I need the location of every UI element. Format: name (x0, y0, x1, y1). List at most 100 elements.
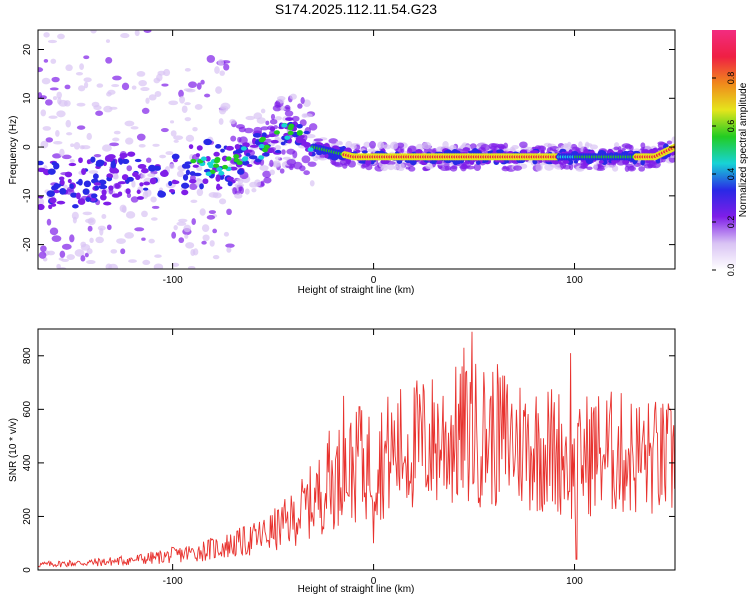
spectrogram-cell (130, 196, 139, 203)
colorbar-tick-label: 0.6 (726, 120, 736, 133)
spectrogram-cell (130, 126, 139, 130)
spectrogram-cell (220, 148, 225, 153)
spectrogram-cell (245, 152, 251, 157)
spectrogram-cell (79, 145, 85, 150)
spectrogram-cell (270, 139, 279, 144)
spectrogram-cell (358, 160, 368, 164)
spectrogram-cell (84, 252, 89, 258)
snr-y-axis-label: SNR (10 * v/v) (8, 418, 19, 482)
spectrogram-cell (284, 105, 291, 110)
spectrogram-cell (56, 200, 66, 205)
spectrogram-cell (671, 136, 675, 144)
spectrogram-cell (302, 142, 311, 148)
spectrogram-cell (279, 168, 285, 174)
spectrogram-cell (101, 214, 107, 219)
spectrogram-cell (302, 99, 311, 108)
spectrogram-cell (259, 136, 266, 142)
spectrogram-cell (46, 190, 55, 198)
spectrogram-cell (274, 149, 282, 154)
spectrogram-cell (226, 208, 232, 216)
spectrogram-cell (223, 63, 230, 71)
spectrogram-cell (205, 155, 211, 162)
spectrogram-cell (189, 179, 197, 184)
spectrogram-cell (90, 30, 97, 34)
spectrogram-cell (64, 84, 71, 90)
spectrogram-cell (200, 156, 207, 161)
spectrogram-cell (382, 144, 392, 150)
spectrogram-cell (192, 126, 198, 132)
spectrogram-cell (93, 105, 102, 111)
spectrogram-cell (190, 158, 197, 164)
spectrogram-cell (284, 135, 291, 140)
spectrogram-cell (141, 107, 150, 114)
spectrogram-cell (398, 163, 405, 169)
spectrogram-cell (245, 115, 256, 121)
spectrogram-cell (202, 178, 209, 185)
spectrogram-cell (133, 270, 139, 277)
spectrogram-cell (112, 137, 120, 142)
spectrogram-cell (124, 232, 135, 239)
spectrogram-cell (126, 165, 133, 172)
spectrogram-cell (59, 148, 65, 157)
spectrogram-cell (292, 150, 298, 159)
spectrogram-cell (184, 117, 192, 122)
spectrogram-cell (260, 108, 266, 114)
spectrogram-cell (297, 103, 303, 109)
spectrogram-cell (119, 152, 128, 158)
spectrogram-cell (92, 173, 99, 180)
spectrogram-cell (274, 101, 281, 108)
y-tick-label: 600 (22, 401, 33, 418)
spectrogram-cell (274, 156, 281, 161)
spectrogram-cell (77, 85, 86, 92)
spectrogram-cell (296, 130, 303, 135)
spectrogram-cell (65, 64, 73, 72)
spectrogram-cell (246, 163, 253, 168)
spectrogram-cell (142, 190, 149, 199)
spectrogram-cell (207, 161, 214, 167)
spectrogram-cell (219, 175, 225, 180)
spectrogram-cell (118, 158, 123, 165)
spectrogram-cell (611, 165, 619, 172)
spectrogram-cell (124, 120, 135, 127)
spectrogram-cell (79, 63, 84, 71)
spectrogram-cell (97, 225, 106, 231)
spectrogram-cell (168, 180, 173, 186)
spectrogram-cell (67, 178, 72, 184)
colorbar-tick-label: 0.2 (726, 216, 736, 229)
spectrogram-cell (173, 224, 178, 231)
spectrogram-cell (544, 163, 554, 171)
spectrogram-cell (178, 89, 184, 98)
spectrogram-cell (307, 161, 317, 167)
spectrogram-cell (225, 156, 232, 161)
spectrogram-cell (227, 181, 233, 187)
spectrogram-cell (262, 147, 269, 153)
spectrogram-cell (205, 171, 212, 177)
spectrogram-cell (138, 143, 146, 148)
x-tick-label: 100 (566, 576, 583, 587)
y-tick-label: -10 (22, 188, 33, 203)
spectrogram-cell (350, 143, 357, 150)
spectrogram-cell (301, 113, 308, 118)
spectrogram-cell (136, 71, 146, 77)
spectrogram-cell (216, 167, 223, 172)
spectrogram-cell (86, 260, 96, 265)
spectrogram-cell (69, 159, 75, 163)
spectrogram-cell (490, 143, 500, 148)
spectrogram-cell (184, 67, 191, 72)
spectrogram-cell (303, 130, 310, 135)
spectrogram-cell (121, 275, 128, 280)
figure-title: S174.2025.112.11.54.G23 (275, 1, 437, 17)
spectrogram-cell (78, 157, 83, 164)
spectrogram-cell (38, 67, 44, 73)
spectrogram-cell (215, 175, 221, 182)
spectrogram-cell (475, 160, 481, 165)
spectrogram-cell (103, 201, 112, 206)
spectrogram-cell (529, 150, 539, 154)
spectrogram-cell (112, 172, 119, 180)
spectrogram-cell (462, 147, 471, 152)
spectrogram-cell (666, 140, 673, 145)
spectrogram-cell (195, 153, 200, 158)
spectrogram-y-ticks: -20 -10 0 10 20 (22, 44, 675, 252)
spectrogram-cell (89, 237, 94, 244)
